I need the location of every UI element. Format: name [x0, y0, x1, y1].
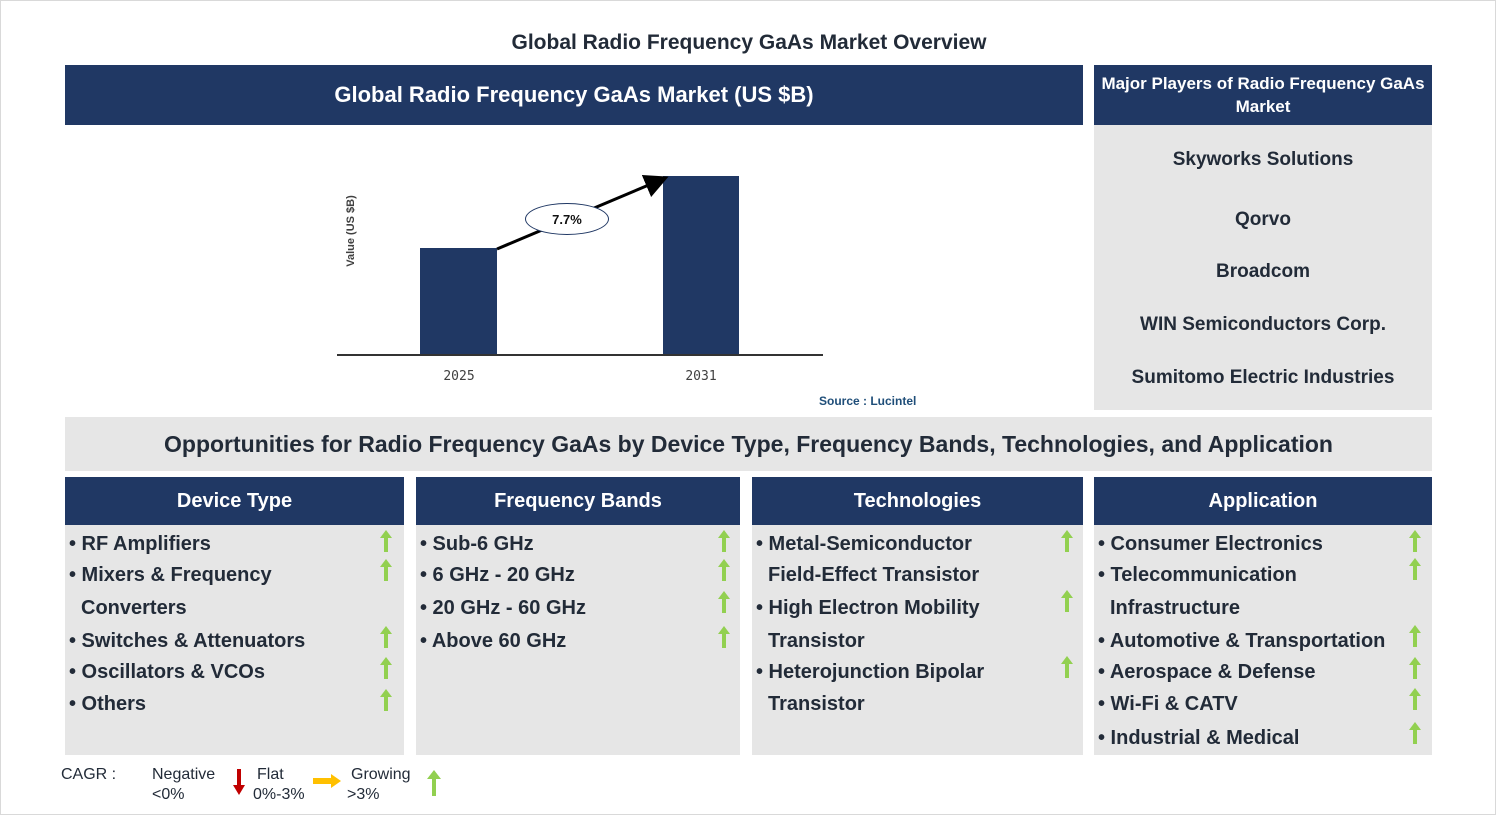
technologies-header: Technologies: [752, 477, 1083, 525]
legend-growing-range: >3%: [347, 786, 380, 803]
list-item-continuation: Transistor: [768, 630, 865, 652]
frequency-bands-header: Frequency Bands: [416, 477, 740, 525]
legend-negative: Negative <0%: [152, 765, 215, 805]
list-item: • Consumer Electronics: [1098, 533, 1323, 555]
list-item: • 6 GHz - 20 GHz: [420, 564, 575, 586]
list-item: • Others: [69, 693, 147, 715]
list-item: • Switches & Attenuators: [69, 630, 306, 652]
legend-growing: Growing >3%: [347, 765, 411, 805]
growing-arrow-icon: [1409, 625, 1421, 647]
list-item: • Wi-Fi & CATV: [1098, 693, 1238, 715]
device-type-header: Device Type: [65, 477, 404, 525]
list-item-continuation: Transistor: [768, 693, 865, 715]
players-header: Major Players of Radio Frequency GaAs Ma…: [1094, 65, 1432, 125]
bar-2031: [663, 176, 739, 355]
growing-arrow-icon: [380, 689, 392, 711]
growing-arrow-icon: [1409, 558, 1421, 580]
growing-arrow-icon: [380, 559, 392, 581]
frequency-bands-list: • Sub-6 GHz • 6 GHz - 20 GHz • 20 GHz - …: [416, 525, 740, 755]
source-label: Source : Lucintel: [819, 394, 917, 408]
list-item-continuation: Converters: [81, 597, 187, 619]
list-item-continuation: Infrastructure: [1110, 597, 1241, 619]
list-item: • Oscillators & VCOs: [69, 661, 265, 683]
list-item: • Mixers & Frequency: [69, 564, 272, 586]
legend-flat: Flat 0%-3%: [253, 765, 305, 805]
player-item: Qorvo: [1235, 209, 1291, 230]
growing-arrow-icon: [718, 591, 730, 613]
x-tick-2025: 2025: [443, 369, 475, 384]
list-item: • Metal-Semiconductor: [756, 533, 972, 555]
player-item: Sumitomo Electric Industries: [1131, 367, 1395, 388]
bar-2025: [420, 248, 497, 355]
negative-arrow-icon: [233, 769, 245, 795]
growing-arrow-icon: [1061, 530, 1073, 552]
growing-arrow-icon: [1409, 530, 1421, 552]
list-item: • 20 GHz - 60 GHz: [420, 597, 586, 619]
list-item: • High Electron Mobility: [756, 597, 980, 619]
application-header: Application: [1094, 477, 1432, 525]
list-item: • RF Amplifiers: [69, 533, 211, 555]
market-chart: Value (US $B) 2025 2031 7.7% Source : Lu…: [65, 125, 1083, 410]
player-item: Skyworks Solutions: [1172, 149, 1354, 170]
flat-arrow-icon: [313, 774, 341, 788]
list-item: • Aerospace & Defense: [1098, 661, 1316, 683]
list-item: • Above 60 GHz: [420, 630, 567, 652]
growing-arrow-icon: [380, 657, 392, 679]
cagr-arrow-icon: [496, 174, 669, 251]
cagr-badge: 7.7%: [525, 203, 609, 235]
technologies-list: • Metal-Semiconductor Field-Effect Trans…: [752, 525, 1083, 755]
players-list: Skyworks Solutions Qorvo Broadcom WIN Se…: [1094, 125, 1432, 410]
growing-arrow-icon: [718, 559, 730, 581]
growing-arrow-icon: [1409, 688, 1421, 710]
growing-arrow-icon: [1061, 656, 1073, 678]
legend-flat-name: Flat: [257, 766, 284, 783]
list-item: • Industrial & Medical: [1098, 727, 1300, 749]
player-item: Broadcom: [1216, 261, 1310, 282]
x-axis-line: [337, 354, 823, 356]
growing-arrow-icon: [1061, 590, 1073, 612]
list-item: • Automotive & Transportation: [1098, 630, 1386, 652]
legend-negative-name: Negative: [152, 766, 216, 783]
page-title: Global Radio Frequency GaAs Market Overv…: [511, 31, 987, 54]
list-item: • Sub-6 GHz: [420, 533, 534, 555]
growing-arrow-icon: [380, 530, 392, 552]
growing-arrow-icon: [1409, 722, 1421, 744]
legend-negative-range: <0%: [152, 786, 185, 803]
growing-arrow-icon: [427, 770, 441, 796]
player-item: WIN Semiconductors Corp.: [1140, 314, 1386, 335]
growing-arrow-icon: [380, 626, 392, 648]
legend-growing-name: Growing: [351, 766, 411, 783]
growing-arrow-icon: [1409, 657, 1421, 679]
growing-arrow-icon: [718, 626, 730, 648]
opportunities-banner: Opportunities for Radio Frequency GaAs b…: [65, 417, 1432, 471]
list-item-continuation: Field-Effect Transistor: [768, 564, 980, 586]
chart-header: Global Radio Frequency GaAs Market (US $…: [65, 65, 1083, 125]
list-item: • Heterojunction Bipolar: [756, 661, 985, 683]
legend-flat-range: 0%-3%: [253, 786, 305, 803]
growing-arrow-icon: [718, 530, 730, 552]
device-type-list: • RF Amplifiers • Mixers & Frequency Con…: [65, 525, 404, 755]
x-tick-2031: 2031: [685, 369, 717, 384]
application-list: • Consumer Electronics • Telecommunicati…: [1094, 525, 1432, 755]
list-item: • Telecommunication: [1098, 564, 1297, 586]
legend-label: CAGR :: [61, 766, 117, 783]
